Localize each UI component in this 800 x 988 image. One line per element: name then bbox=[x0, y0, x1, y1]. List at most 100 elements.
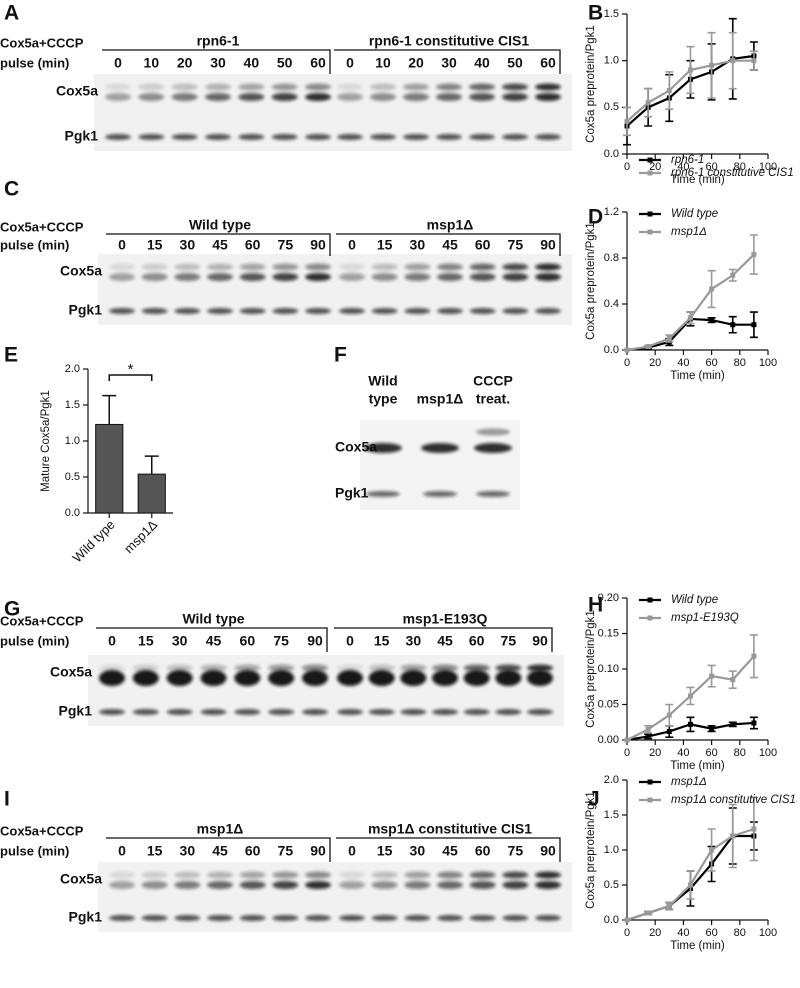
y-tick-label: 1.5 bbox=[604, 809, 619, 821]
band bbox=[337, 134, 363, 140]
y-tick-label: 0.5 bbox=[604, 101, 619, 113]
data-point bbox=[645, 726, 651, 732]
band bbox=[238, 83, 265, 91]
band bbox=[535, 915, 561, 921]
band bbox=[200, 709, 227, 715]
y-tick-label: 0.20 bbox=[598, 592, 619, 604]
y-tick-label: 0.8 bbox=[604, 252, 619, 264]
band bbox=[239, 915, 266, 921]
band bbox=[339, 871, 365, 879]
band bbox=[404, 915, 431, 921]
y-tick-label: 0.00 bbox=[598, 734, 619, 746]
column-label: CCCP bbox=[473, 373, 513, 389]
blot-header: Cox5a+CCCP bbox=[0, 613, 84, 628]
band bbox=[268, 664, 295, 672]
band bbox=[272, 915, 299, 921]
data-point bbox=[624, 118, 630, 124]
band bbox=[171, 83, 198, 91]
lane-label: 40 bbox=[474, 55, 490, 71]
band bbox=[535, 881, 561, 889]
band bbox=[469, 273, 496, 281]
y-tick-label: 1.0 bbox=[65, 435, 80, 447]
panel-label: C bbox=[4, 178, 19, 201]
legend-label: msp1Δ bbox=[671, 776, 707, 788]
lane-label: 30 bbox=[441, 55, 457, 71]
row-label: Cox5a bbox=[60, 871, 102, 887]
band bbox=[404, 273, 431, 281]
band bbox=[469, 871, 496, 879]
band bbox=[337, 83, 363, 91]
data-point bbox=[666, 728, 672, 734]
x-tick-label: 20 bbox=[649, 747, 661, 759]
band bbox=[527, 670, 553, 686]
x-tick-label: 80 bbox=[734, 747, 746, 759]
lane-label: 75 bbox=[278, 843, 294, 859]
legend-label: msp1Δ constitutive CIS1 bbox=[671, 794, 796, 806]
x-tick-label: 20 bbox=[649, 357, 661, 369]
lane-label: 45 bbox=[437, 633, 453, 649]
band bbox=[174, 273, 201, 281]
legend-label: rpn6-1 constitutive CIS1 bbox=[671, 167, 794, 179]
data-point bbox=[709, 286, 715, 292]
band bbox=[437, 263, 463, 271]
blot-background bbox=[98, 254, 572, 325]
band bbox=[207, 871, 233, 879]
band bbox=[305, 871, 331, 879]
x-axis-label: Time (min) bbox=[670, 760, 725, 772]
band bbox=[502, 93, 528, 101]
group-label: msp1Δ bbox=[427, 217, 474, 233]
data-point bbox=[709, 62, 715, 68]
band bbox=[205, 83, 231, 91]
legend-marker bbox=[647, 229, 653, 235]
lane-label: 75 bbox=[501, 633, 517, 649]
lane-label: 60 bbox=[540, 55, 556, 71]
legend-label: msp1-E193Q bbox=[671, 612, 739, 624]
band bbox=[463, 664, 490, 672]
band bbox=[99, 670, 125, 686]
band bbox=[371, 273, 398, 281]
group-label: msp1Δ constitutive CIS1 bbox=[368, 821, 532, 837]
group-label: msp1Δ bbox=[197, 821, 244, 837]
lane-label: 30 bbox=[180, 843, 196, 859]
band bbox=[436, 83, 462, 91]
data-point bbox=[624, 917, 630, 923]
band bbox=[109, 308, 135, 314]
panel-label: G bbox=[4, 598, 20, 621]
band bbox=[421, 443, 459, 453]
band bbox=[469, 83, 495, 91]
band bbox=[174, 308, 201, 314]
band bbox=[400, 664, 427, 672]
band bbox=[366, 491, 400, 497]
x-tick-label: 40 bbox=[677, 357, 689, 369]
data-point bbox=[751, 826, 757, 832]
lane-label: 30 bbox=[410, 237, 426, 253]
band bbox=[502, 915, 529, 921]
column-label: type bbox=[369, 391, 398, 407]
row-label: Pgk1 bbox=[69, 909, 103, 925]
band bbox=[239, 273, 266, 281]
x-tick-label: 20 bbox=[649, 161, 661, 173]
lane-label: 60 bbox=[469, 633, 485, 649]
lane-label: 90 bbox=[532, 633, 548, 649]
lane-label: 15 bbox=[138, 633, 154, 649]
column-label: Wild bbox=[368, 373, 397, 389]
data-point bbox=[730, 721, 736, 727]
x-tick-label: 40 bbox=[677, 927, 689, 939]
x-tick-label: 100 bbox=[759, 357, 777, 369]
row-label: Cox5a bbox=[50, 664, 92, 680]
lane-label: 75 bbox=[508, 843, 524, 859]
lane-label: 90 bbox=[310, 843, 326, 859]
lane-label: 50 bbox=[277, 55, 293, 71]
x-axis-label: Time (min) bbox=[670, 174, 725, 186]
lane-label: 0 bbox=[118, 237, 126, 253]
x-tick-label: Wild type bbox=[69, 517, 117, 565]
bar bbox=[95, 423, 124, 514]
y-tick-label: 0.5 bbox=[604, 879, 619, 891]
data-point bbox=[751, 252, 757, 258]
band bbox=[141, 915, 168, 921]
band bbox=[502, 308, 529, 314]
lane-label: 60 bbox=[245, 843, 261, 859]
panel-label: J bbox=[588, 788, 600, 811]
band bbox=[109, 871, 135, 879]
lane-label: 90 bbox=[540, 237, 556, 253]
